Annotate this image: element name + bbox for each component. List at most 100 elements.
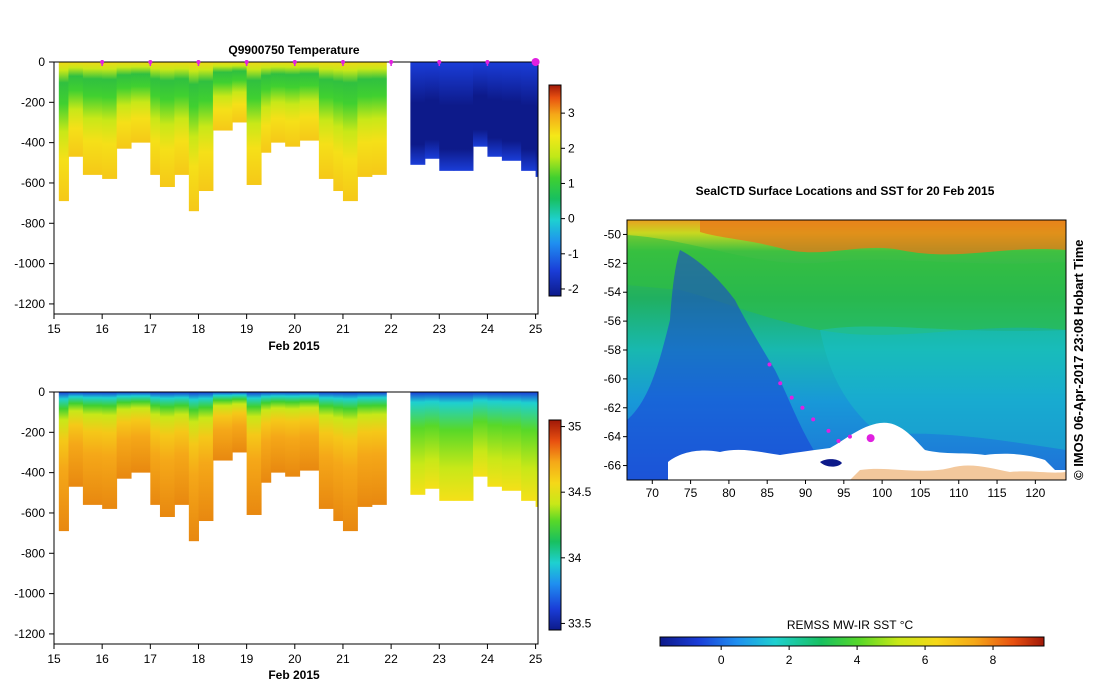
lat-tick-label: -50 xyxy=(604,227,622,241)
lon-tick-label: 85 xyxy=(761,486,775,500)
lat-tick-label: -58 xyxy=(604,343,622,357)
cold-polynya xyxy=(820,459,842,467)
colorbar-tick-label: 35 xyxy=(568,420,582,434)
x-tick-label: 15 xyxy=(47,322,61,336)
salinity-profile-column xyxy=(472,392,488,477)
seal-surface-location xyxy=(866,434,875,443)
salinity-profile-column xyxy=(424,392,440,489)
sst-cyan-region xyxy=(820,326,1066,450)
profile-marker xyxy=(148,60,153,64)
temperature-profile-markers xyxy=(100,58,540,66)
salinity-profile-column xyxy=(116,392,132,479)
x-tick-label: 22 xyxy=(384,652,398,666)
temperature-profile-column xyxy=(333,62,344,192)
temperature-profile-column xyxy=(285,62,301,147)
profile-marker xyxy=(196,60,201,64)
salinity-profile-column xyxy=(270,392,286,473)
x-tick-label: 15 xyxy=(47,652,61,666)
lon-tick-label: 115 xyxy=(987,486,1006,500)
x-tick-label: 21 xyxy=(336,322,350,336)
y-tick-label: 0 xyxy=(38,385,45,399)
profile-marker xyxy=(531,58,540,66)
profile-marker xyxy=(485,60,490,64)
salinity-profile-column xyxy=(198,392,214,522)
lon-tick-label: 105 xyxy=(910,486,930,500)
sst-map-panel: SealCTD Surface Locations and SST for 20… xyxy=(604,184,1067,667)
salinity-colorbar-ticks: 35 34.5 34 33.5 xyxy=(561,420,592,630)
x-tick-label: 22 xyxy=(384,322,398,336)
salinity-profile-column xyxy=(159,392,175,517)
colorbar-tick-label: 0 xyxy=(568,212,575,226)
lon-tick-label: 70 xyxy=(646,486,660,500)
lat-tick-label: -62 xyxy=(604,401,622,415)
x-tick-label: 23 xyxy=(433,652,447,666)
temperature-profile-column xyxy=(246,62,262,185)
salinity-colorbar xyxy=(548,419,562,631)
y-tick-label: 0 xyxy=(38,55,45,69)
temperature-profile-column xyxy=(232,62,248,123)
salinity-profile-column xyxy=(174,392,190,505)
salinity-profile-column xyxy=(521,392,537,501)
temperature-x-label: Feb 2015 xyxy=(268,339,320,353)
seal-surface-location xyxy=(778,381,783,386)
temperature-profile-column xyxy=(318,62,334,179)
lon-tick-label: 120 xyxy=(1025,486,1045,500)
x-tick-label: 24 xyxy=(481,322,495,336)
y-tick-label: -200 xyxy=(21,425,45,439)
temperature-profile-column xyxy=(212,62,233,131)
temperature-profile-column xyxy=(116,62,132,149)
salinity-profile-column xyxy=(371,392,387,505)
x-tick-label: 19 xyxy=(240,652,254,666)
temperature-profile-column xyxy=(501,62,522,161)
profile-marker xyxy=(244,60,249,64)
y-tick-label: -800 xyxy=(21,216,45,230)
sst-map-title: SealCTD Surface Locations and SST for 20… xyxy=(696,184,995,198)
salinity-y-axis: 0 -200 -400 -600 -800 -1000 -1200 xyxy=(14,385,54,641)
x-tick-label: 20 xyxy=(288,322,302,336)
x-tick-label: 17 xyxy=(144,322,158,336)
salinity-x-label: Feb 2015 xyxy=(268,668,320,682)
temperature-profile-column xyxy=(487,62,503,157)
temperature-cells xyxy=(58,62,539,212)
profile-marker xyxy=(292,60,297,64)
lon-tick-label: 75 xyxy=(684,486,698,500)
lon-tick-label: 80 xyxy=(722,486,736,500)
temperature-profile-column xyxy=(424,62,440,159)
salinity-profile-column xyxy=(150,392,161,505)
antarctic-land xyxy=(850,465,1066,480)
colorbar-tick-label: -1 xyxy=(568,247,579,261)
temperature-profile-column xyxy=(270,62,286,143)
temperature-profile-column xyxy=(102,62,118,179)
salinity-profile-column xyxy=(212,392,233,461)
credit-text: © IMOS 06-Apr-2017 23:08 Hobart Time xyxy=(1071,239,1086,480)
sst-map-longitude-axis: 70 75 80 85 90 95 100 105 110 115 120 xyxy=(646,480,1046,500)
salinity-profile-column xyxy=(58,392,69,532)
salinity-profile-column xyxy=(333,392,344,522)
lat-tick-label: -66 xyxy=(604,459,622,473)
seal-track xyxy=(767,362,875,443)
temperature-profile-column xyxy=(299,62,320,141)
lat-tick-label: -56 xyxy=(604,314,622,328)
temperature-profile-column xyxy=(472,62,488,147)
seal-surface-location xyxy=(847,434,852,439)
sst-colorbar-tick-label: 6 xyxy=(922,653,929,667)
temperature-panel: Q9900750 Temperature 0 -200 -400 -600 -800 -1… xyxy=(14,43,579,353)
salinity-profile-column xyxy=(487,392,503,487)
salinity-profile-column xyxy=(102,392,118,509)
salinity-profile-column xyxy=(357,392,373,507)
y-tick-label: -800 xyxy=(21,546,45,560)
temperature-profile-column xyxy=(410,62,426,165)
salinity-profile-column xyxy=(535,392,539,507)
seal-surface-location xyxy=(789,395,794,400)
seal-surface-location xyxy=(767,362,772,367)
sst-colorbar-label: REMSS MW-IR SST °C xyxy=(787,618,914,632)
x-tick-label: 17 xyxy=(144,652,158,666)
x-tick-label: 18 xyxy=(192,322,206,336)
sst-colorbar xyxy=(659,636,1045,647)
salinity-profile-column xyxy=(318,392,334,509)
y-tick-label: -600 xyxy=(21,176,45,190)
x-tick-label: 24 xyxy=(481,652,495,666)
y-tick-label: -600 xyxy=(21,506,45,520)
sst-green-band xyxy=(627,235,1066,335)
profile-marker xyxy=(437,60,442,64)
